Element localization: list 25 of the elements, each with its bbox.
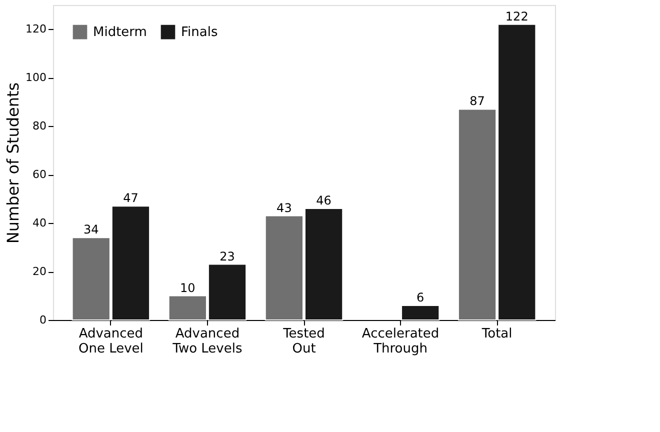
y-tick-label: 100: [26, 71, 46, 84]
x-tick-label: Accelerated Through: [362, 326, 440, 356]
y-tick-label: 120: [26, 22, 46, 36]
legend-label: Midterm: [93, 25, 147, 40]
data-label: 23: [220, 249, 235, 264]
bar: [401, 304, 440, 320]
data-label: 6: [416, 290, 424, 304]
data-label: 122: [505, 9, 528, 24]
legend-label: Finals: [181, 25, 218, 40]
y-tick-label: 60: [32, 168, 46, 182]
y-tick-label: 80: [32, 120, 46, 133]
data-label: 87: [470, 94, 485, 108]
x-tick-label: Advanced One Level: [78, 326, 144, 356]
y-axis-title: Number of Students: [4, 82, 23, 244]
x-tick-label: Total: [480, 326, 512, 342]
data-label: 47: [123, 191, 138, 206]
data-label: 10: [180, 280, 196, 295]
y-tick-label: 40: [32, 216, 46, 230]
x-tick-label: Advanced Two Levels: [172, 326, 242, 356]
y-tick-label: 0: [40, 314, 46, 326]
data-label: 43: [276, 200, 292, 215]
data-label: 46: [316, 194, 332, 208]
y-tick-label: 20: [32, 265, 46, 278]
data-label: 34: [83, 222, 99, 237]
x-tick-label: Tested Out: [282, 326, 325, 356]
